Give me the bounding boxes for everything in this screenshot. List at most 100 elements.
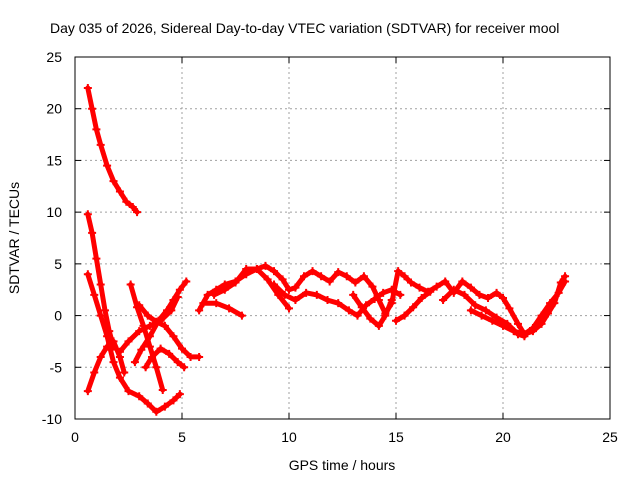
data-point — [83, 210, 92, 219]
data-point — [143, 399, 152, 408]
data-point — [109, 358, 118, 367]
data-point — [270, 267, 279, 276]
series-arc17 — [466, 277, 570, 339]
data-point — [180, 363, 189, 372]
data-point — [312, 290, 321, 299]
data-point — [173, 292, 182, 301]
y-tick-label: 25 — [46, 49, 62, 65]
data-point — [475, 290, 484, 299]
data-point — [169, 332, 178, 341]
data-point — [417, 293, 426, 302]
data-point — [242, 265, 251, 274]
data-point — [379, 288, 388, 297]
data-point — [342, 272, 351, 281]
data-point — [175, 390, 184, 399]
data-point — [90, 290, 99, 299]
data-point — [109, 177, 118, 186]
data-point — [88, 104, 97, 113]
data-point — [415, 283, 424, 292]
data-point — [83, 84, 92, 93]
data-point — [359, 272, 368, 281]
y-tick-label: 15 — [46, 152, 62, 168]
data-point — [145, 342, 154, 351]
data-point — [109, 337, 118, 346]
data-point — [499, 321, 507, 330]
data-point — [135, 392, 144, 401]
data-point — [323, 296, 332, 305]
data-point — [158, 386, 167, 395]
data-point — [128, 202, 137, 211]
data-point — [368, 282, 377, 291]
data-point — [133, 208, 142, 217]
data-point — [520, 330, 529, 339]
x-axis-title: GPS time / hours — [289, 457, 396, 473]
data-point — [220, 285, 229, 294]
data-point — [83, 270, 92, 279]
data-point — [561, 277, 570, 286]
data-point — [537, 311, 546, 320]
axis-ticks: 0 5 10 15 20 25 -10 -5 0 5 10 15 20 25 — [42, 49, 618, 445]
data-point — [280, 290, 289, 299]
data-point — [285, 304, 293, 313]
series-line — [200, 300, 245, 319]
data-point — [212, 299, 221, 308]
data-point — [145, 332, 154, 341]
data-point — [394, 267, 403, 276]
data-point — [160, 402, 169, 411]
data-point — [103, 161, 112, 170]
x-tick-label: 25 — [602, 429, 618, 445]
data-point — [167, 306, 176, 315]
data-point — [387, 296, 396, 305]
data-point — [135, 327, 144, 336]
data-point — [513, 319, 522, 328]
data-point — [175, 285, 184, 294]
data-point — [169, 396, 178, 405]
data-point — [83, 387, 92, 396]
data-point — [210, 290, 219, 299]
data-point — [396, 290, 405, 299]
data-point — [308, 267, 317, 276]
data-point — [152, 407, 161, 416]
series-line — [271, 282, 403, 319]
data-point — [270, 280, 279, 289]
data-point — [349, 290, 358, 299]
data-point — [302, 288, 311, 297]
data-point — [199, 299, 208, 308]
data-point — [195, 352, 204, 361]
data-point — [124, 337, 133, 346]
data-point — [137, 345, 146, 354]
data-point — [225, 304, 234, 313]
data-point — [381, 311, 390, 320]
plot-frame — [74, 56, 611, 420]
data-point — [115, 187, 124, 196]
data-point — [481, 306, 490, 315]
data-point — [186, 352, 195, 361]
series-arc14 — [349, 290, 396, 330]
data-point — [334, 299, 343, 308]
series-arc3 — [83, 270, 184, 416]
series-arc9 — [141, 344, 189, 372]
data-point — [182, 277, 191, 286]
data-point — [432, 282, 441, 291]
data-point — [546, 299, 555, 308]
x-tick-label: 0 — [71, 429, 79, 445]
data-point — [115, 347, 124, 356]
data-point — [366, 314, 375, 323]
data-point — [325, 277, 334, 286]
data-point — [148, 352, 157, 361]
y-tick-label: 20 — [46, 101, 62, 117]
x-tick-label: 20 — [495, 429, 511, 445]
data-point — [460, 290, 469, 299]
data-point — [92, 125, 101, 134]
data-point — [488, 316, 497, 325]
data-point — [400, 311, 409, 320]
data-point — [439, 296, 448, 305]
data-point — [509, 327, 518, 336]
series-arc15 — [392, 287, 435, 325]
data-point — [143, 311, 152, 320]
data-point — [103, 342, 112, 351]
data-point — [115, 373, 124, 382]
series-arc4 — [83, 337, 129, 396]
data-point — [291, 283, 300, 292]
